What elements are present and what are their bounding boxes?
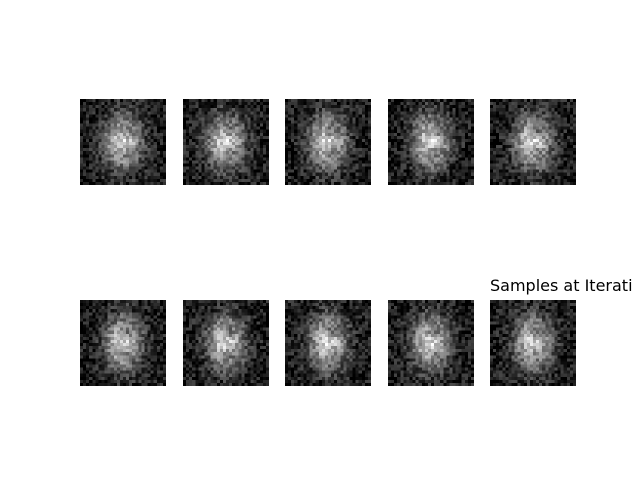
samples-title: Samples at Iterati [490, 276, 633, 295]
sample-image-6 [80, 300, 166, 386]
sample-image-5 [490, 99, 576, 185]
sample-image-1 [80, 99, 166, 185]
sample-image-3 [285, 99, 371, 185]
sample-image-8 [285, 300, 371, 386]
sample-image-4 [388, 99, 474, 185]
sample-image-10 [490, 300, 576, 386]
sample-image-2 [183, 99, 269, 185]
sample-image-9 [388, 300, 474, 386]
sample-image-7 [183, 300, 269, 386]
